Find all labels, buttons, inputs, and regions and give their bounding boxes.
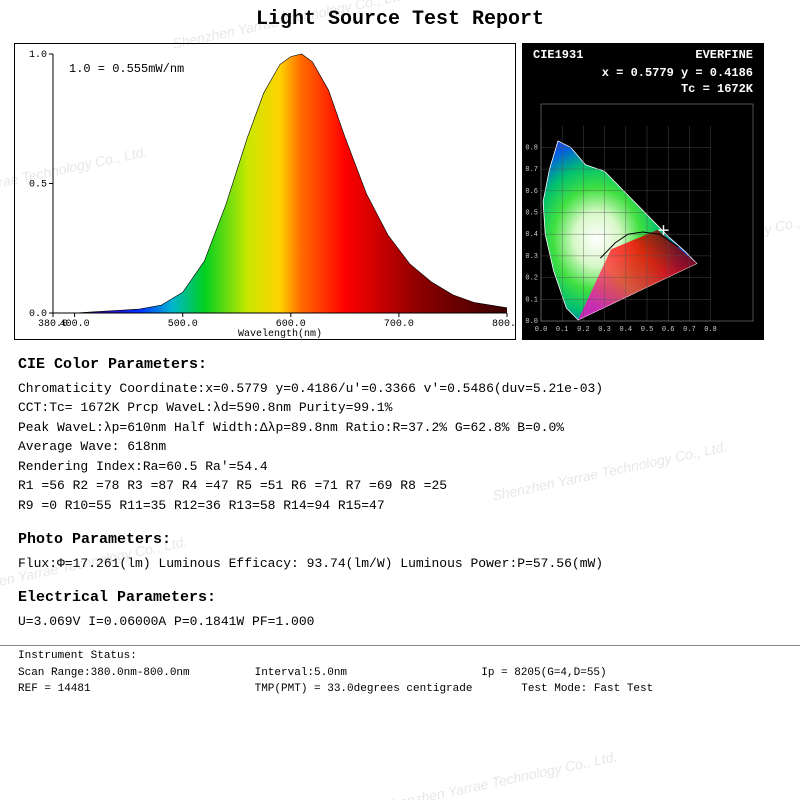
watermark: Shenzhen Yarrae Technology Co., Ltd. — [381, 748, 619, 800]
instrument-row1: Scan Range:380.0nm-800.0nm Interval:5.0n… — [18, 665, 782, 682]
svg-text:0.2: 0.2 — [577, 326, 590, 334]
svg-text:0.7: 0.7 — [683, 326, 696, 334]
svg-text:0.5: 0.5 — [29, 180, 47, 191]
svg-text:0.0: 0.0 — [525, 318, 538, 326]
spectrum-chart: 0.00.51.0380.0400.0500.0600.0700.0800.0W… — [14, 43, 516, 340]
elec-line1: U=3.069V I=0.06000A P=0.1841W PF=1.000 — [18, 612, 782, 632]
svg-text:0.5: 0.5 — [641, 326, 654, 334]
svg-text:Wavelength(nm): Wavelength(nm) — [238, 328, 322, 339]
svg-text:0.8: 0.8 — [525, 144, 538, 152]
svg-text:0.1: 0.1 — [525, 296, 538, 304]
svg-text:0.4: 0.4 — [525, 231, 538, 239]
cie-line-peak: Peak WaveL:λp=610nm Half Width:Δλp=89.8n… — [18, 418, 782, 438]
svg-text:0.8: 0.8 — [704, 326, 717, 334]
instr-ip: Ip = 8205(G=4,D=55) — [481, 667, 606, 679]
svg-text:0.2: 0.2 — [525, 275, 538, 283]
charts-row: 0.00.51.0380.0400.0500.0600.0700.0800.0W… — [0, 43, 800, 340]
cie-parameters-section: CIE Color Parameters: Chromaticity Coord… — [0, 354, 800, 631]
instr-tmp: TMP(PMT) = 33.0degrees centigrade — [255, 681, 515, 698]
instrument-heading: Instrument Status: — [18, 648, 782, 665]
report-container: Shenzhen Yarrae Technology Co., Ltd. She… — [0, 8, 800, 800]
svg-text:0.4: 0.4 — [619, 326, 632, 334]
svg-text:400.0: 400.0 — [60, 319, 90, 330]
svg-text:0.3: 0.3 — [525, 253, 538, 261]
svg-text:0.7: 0.7 — [525, 166, 538, 174]
svg-text:0.3: 0.3 — [598, 326, 611, 334]
cie-line-cct: CCT:Tc= 1672K Prcp WaveL:λd=590.8nm Puri… — [18, 398, 782, 418]
instrument-row2: REF = 14481 TMP(PMT) = 33.0degrees centi… — [18, 681, 782, 698]
cie-r-row2: R9 =0 R10=55 R11=35 R12=36 R13=58 R14=94… — [18, 496, 782, 516]
cie-r-row1: R1 =56 R2 =78 R3 =87 R4 =47 R5 =51 R6 =7… — [18, 476, 782, 496]
svg-text:EVERFINE: EVERFINE — [695, 48, 753, 62]
report-title: Light Source Test Report — [0, 8, 800, 31]
svg-text:0.1: 0.1 — [556, 326, 569, 334]
svg-text:700.0: 700.0 — [384, 319, 414, 330]
svg-text:0.0: 0.0 — [535, 326, 548, 334]
cie-chart: CIE1931 EVERFINE x = 0.5779 y = 0.4186 Tc =… — [522, 43, 764, 340]
photo-heading: Photo Parameters: — [18, 529, 782, 552]
svg-text:0.5: 0.5 — [525, 210, 538, 218]
photo-line1: Flux:Φ=17.261(lm) Luminous Efficacy: 93.… — [18, 554, 782, 574]
svg-text:CIE1931: CIE1931 — [533, 48, 583, 62]
cie-svg: CIE1931 EVERFINE x = 0.5779 y = 0.4186 Tc =… — [523, 44, 763, 339]
svg-text:Tc = 1672K: Tc = 1672K — [681, 82, 754, 96]
instr-mode: Test Mode: Fast Test — [521, 683, 653, 695]
elec-heading: Electrical Parameters: — [18, 587, 782, 610]
svg-text:500.0: 500.0 — [168, 319, 198, 330]
svg-text:1.0: 1.0 — [29, 50, 47, 61]
instrument-section: Instrument Status: Scan Range:380.0nm-80… — [0, 645, 800, 698]
cie-heading: CIE Color Parameters: — [18, 354, 782, 377]
cie-line-avg: Average Wave: 618nm — [18, 437, 782, 457]
spectrum-svg: 0.00.51.0380.0400.0500.0600.0700.0800.0W… — [15, 44, 515, 339]
svg-text:0.6: 0.6 — [525, 188, 538, 196]
cie-line-ra: Rendering Index:Ra=60.5 Ra'=54.4 — [18, 457, 782, 477]
instr-scan-range: Scan Range:380.0nm-800.0nm — [18, 665, 248, 682]
svg-text:x = 0.5779 y = 0.4186: x = 0.5779 y = 0.4186 — [602, 66, 753, 80]
spectrum-annotation: 1.0 = 0.555mW/nm — [69, 62, 184, 76]
instr-interval: Interval:5.0nm — [255, 665, 475, 682]
instr-ref: REF = 14481 — [18, 681, 248, 698]
svg-text:800.0: 800.0 — [492, 319, 515, 330]
svg-text:0.6: 0.6 — [662, 326, 675, 334]
cie-line-chromaticity: Chromaticity Coordinate:x=0.5779 y=0.418… — [18, 379, 782, 399]
